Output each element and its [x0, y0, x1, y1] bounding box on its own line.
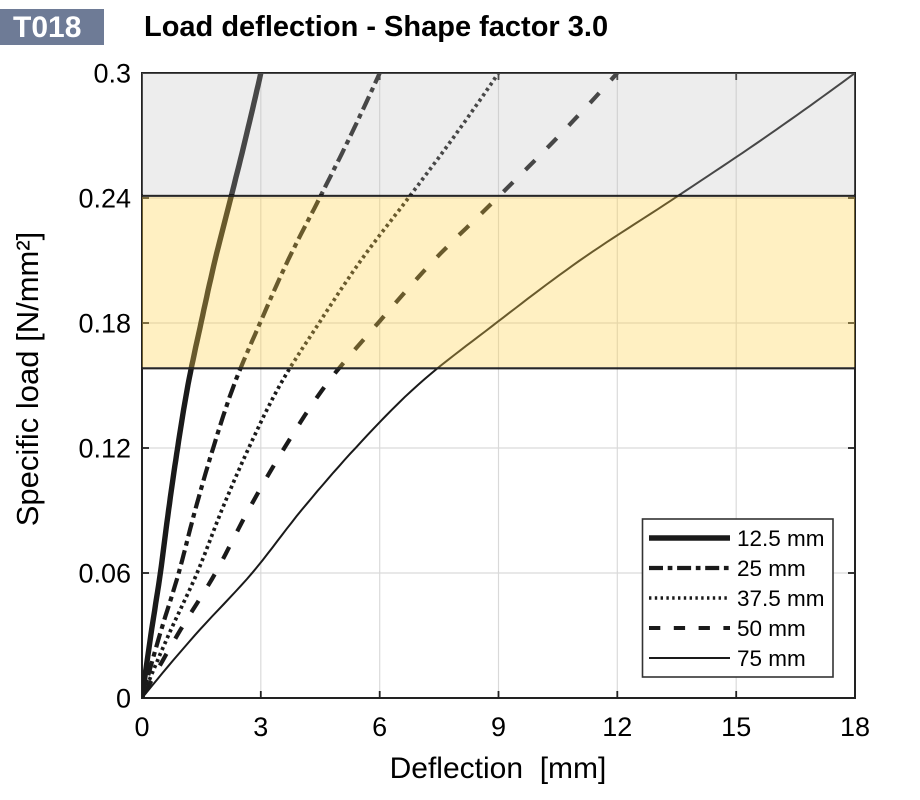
- svg-text:12: 12: [602, 712, 632, 742]
- svg-text:0.24: 0.24: [78, 184, 131, 214]
- svg-text:50 mm: 50 mm: [737, 616, 806, 641]
- svg-text:12.5 mm: 12.5 mm: [737, 526, 825, 551]
- svg-text:0.18: 0.18: [78, 309, 131, 339]
- svg-text:T018: T018: [13, 11, 81, 44]
- svg-text:15: 15: [721, 712, 751, 742]
- svg-text:75 mm: 75 mm: [737, 646, 806, 671]
- svg-text:0: 0: [116, 684, 131, 714]
- svg-text:0.12: 0.12: [78, 434, 131, 464]
- svg-text:Load deflection - Shape factor: Load deflection - Shape factor 3.0: [144, 11, 608, 43]
- svg-text:0.06: 0.06: [78, 559, 131, 589]
- svg-text:Specific load [N/mm²]: Specific load [N/mm²]: [10, 232, 45, 527]
- svg-text:Deflection [mm]: Deflection [mm]: [390, 752, 607, 785]
- svg-text:6: 6: [372, 712, 387, 742]
- svg-text:3: 3: [253, 712, 268, 742]
- svg-text:0.3: 0.3: [93, 59, 131, 89]
- svg-text:9: 9: [491, 712, 506, 742]
- svg-text:0: 0: [134, 712, 149, 742]
- svg-text:25 mm: 25 mm: [737, 556, 806, 581]
- svg-text:37.5 mm: 37.5 mm: [737, 586, 825, 611]
- svg-text:18: 18: [840, 712, 870, 742]
